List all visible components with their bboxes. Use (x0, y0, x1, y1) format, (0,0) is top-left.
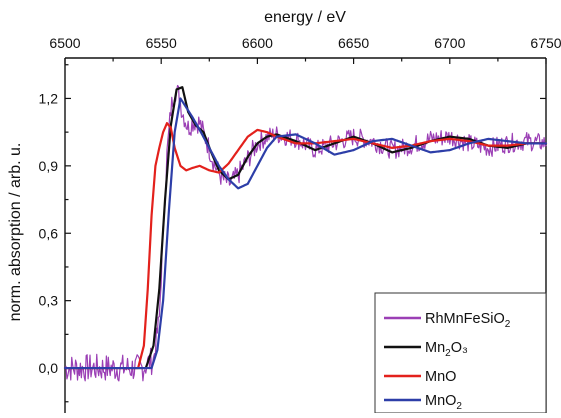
y-tick-label: 0,0 (39, 360, 59, 376)
y-axis-title: norm. absorption / arb. u. (7, 143, 24, 322)
plot-area: 6500 6550 6600 6650 6700 6750 0,0 0,3 0,6 0,9 1,2 R… (39, 35, 561, 414)
legend: RhMnFeSiO2 Mn2O₃ MnO MnO2 (374, 292, 547, 414)
x-axis-title: energy / eV (264, 9, 346, 26)
legend-label-mn2o3: Mn2O₃ (425, 340, 468, 359)
x-tick-label: 6550 (146, 35, 177, 51)
legend-label-mno: MnO (425, 369, 456, 385)
series-line-mno2 (63, 97, 548, 370)
x-tick-label: 6700 (434, 35, 465, 51)
y-tick-label: 0,9 (39, 158, 59, 174)
legend-box (374, 292, 547, 414)
x-tick-label: 6500 (49, 35, 80, 51)
x-tick-label: 6600 (242, 35, 273, 51)
x-tick-label: 6650 (338, 35, 369, 51)
x-tick-label: 6750 (530, 35, 561, 51)
legend-label-rhmnfesio2: RhMnFeSiO2 (425, 311, 511, 330)
series-line-mno (63, 122, 548, 370)
y-tick-label: 0,3 (39, 293, 59, 309)
y-tick-label: 0,6 (39, 225, 59, 241)
y-tick-label: 1,2 (39, 90, 59, 106)
legend-label-mno2: MnO2 (425, 393, 462, 412)
